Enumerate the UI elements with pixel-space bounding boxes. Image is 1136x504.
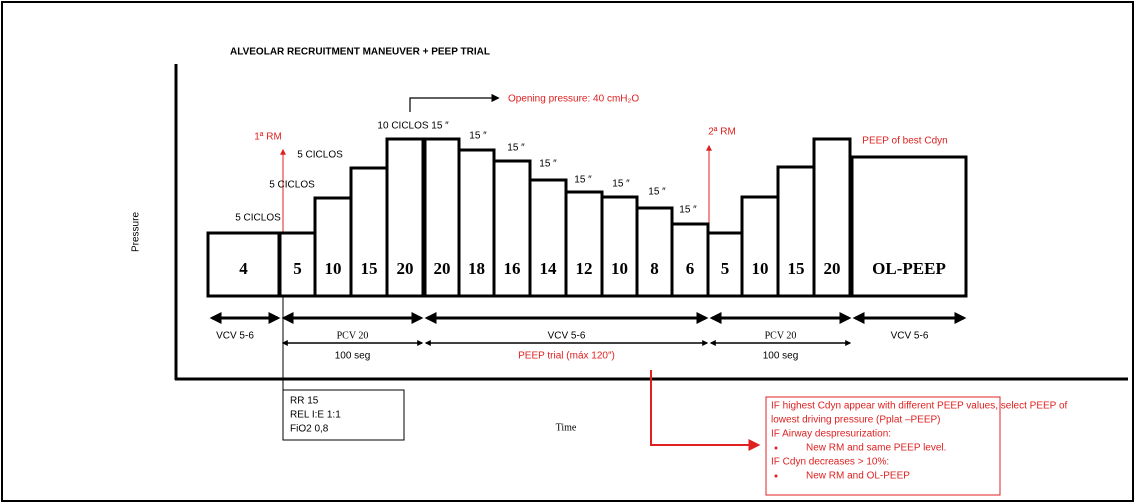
note-line: lowest driving pressure (Pplat –PEEP) <box>771 415 941 426</box>
opening-arrow <box>409 93 500 112</box>
pressure-step <box>564 190 604 298</box>
step-label: 10 <box>325 259 342 278</box>
cycle-label: 5 CICLOS <box>269 180 315 191</box>
note-line: IF Airway despresurization: <box>771 429 891 440</box>
bullet <box>774 446 778 450</box>
mode-label: VCV 5-6 <box>216 331 254 342</box>
pressure-step <box>740 195 780 298</box>
pressure-step <box>670 222 710 298</box>
step-label: 10 <box>752 259 769 278</box>
pause-label: 15 ″ <box>679 205 697 216</box>
step-label: 5 <box>721 259 730 278</box>
pause-label: 15 ″ <box>507 143 525 154</box>
cycle-label: 5 CICLOS <box>235 213 281 224</box>
rm-label: 1ª RM <box>254 132 282 143</box>
duration-label: 100 seg <box>335 351 371 362</box>
note-line: IF Cdyn decreases > 10%: <box>771 457 889 468</box>
mode-label: PCV 20 <box>765 330 797 341</box>
x-axis-label: Time <box>556 422 577 433</box>
setting: FiO2 0,8 <box>290 424 329 435</box>
step-label: 20 <box>434 259 451 278</box>
pressure-step <box>528 178 568 298</box>
duration-label: 100 seg <box>763 351 799 362</box>
pause-label: 15 ″ <box>539 159 557 170</box>
y-axis-label: Pressure <box>131 212 142 252</box>
step-label: 5 <box>293 259 302 278</box>
pause-label: 15 ″ <box>431 121 449 132</box>
step-label: 15 <box>788 259 805 278</box>
pressure-step <box>349 166 389 298</box>
step-label: 14 <box>540 259 558 278</box>
note-line: New RM and OL-PEEP <box>806 471 910 482</box>
note-box <box>765 396 1001 496</box>
cycle-label: 5 CICLOS <box>297 150 343 161</box>
step-label: 20 <box>824 259 841 278</box>
best-peep-note: PEEP of best Cdyn <box>862 136 947 147</box>
step-label: OL-PEEP <box>872 259 946 278</box>
pressure-step <box>457 148 496 298</box>
pressure-step <box>635 206 674 298</box>
pressure-step <box>206 231 281 298</box>
setting: REL I:E 1:1 <box>290 410 341 421</box>
pause-label: 15 ″ <box>612 179 630 190</box>
pressure-step <box>850 155 968 298</box>
bullet <box>774 474 778 478</box>
step-label: 12 <box>576 259 593 278</box>
note-line: IF highest Cdyn appear with different PE… <box>771 401 1068 412</box>
duration-label: PEEP trial (máx 120″) <box>518 351 615 362</box>
setting: RR 15 <box>290 396 319 407</box>
step-label: 8 <box>650 259 659 278</box>
step-label: 20 <box>397 259 414 278</box>
step-label: 15 <box>361 259 378 278</box>
pause-label: 15 ″ <box>574 175 592 186</box>
opening-pressure: Opening pressure: 40 cmH₂O <box>508 94 639 105</box>
pressure-step <box>812 137 852 298</box>
mode-label: PCV 20 <box>337 330 369 341</box>
note-arrow <box>650 370 761 451</box>
pressure-step <box>385 137 425 298</box>
mode-label: VCV 5-6 <box>891 331 929 342</box>
pressure-step <box>313 196 353 298</box>
pressure-step <box>423 137 461 298</box>
rm-label: 2ª RM <box>708 127 736 138</box>
pressure-step <box>706 231 744 298</box>
mode-label: VCV 5-6 <box>548 331 586 342</box>
pause-label: 15 ″ <box>469 131 487 142</box>
step-label: 10 <box>611 259 628 278</box>
note-line: New RM and same PEEP level. <box>806 443 946 454</box>
step-label: 16 <box>504 259 521 278</box>
cycle-label: 10 CICLOS <box>377 121 428 132</box>
title: ALVEOLAR RECRUITMENT MANEUVER + PEEP TRI… <box>230 47 490 58</box>
settings-box <box>282 389 405 441</box>
pressure-step <box>600 195 639 298</box>
step-label: 6 <box>686 259 695 278</box>
step-label: 4 <box>239 259 248 278</box>
pause-label: 15 ″ <box>648 187 666 198</box>
step-label: 18 <box>468 259 485 278</box>
